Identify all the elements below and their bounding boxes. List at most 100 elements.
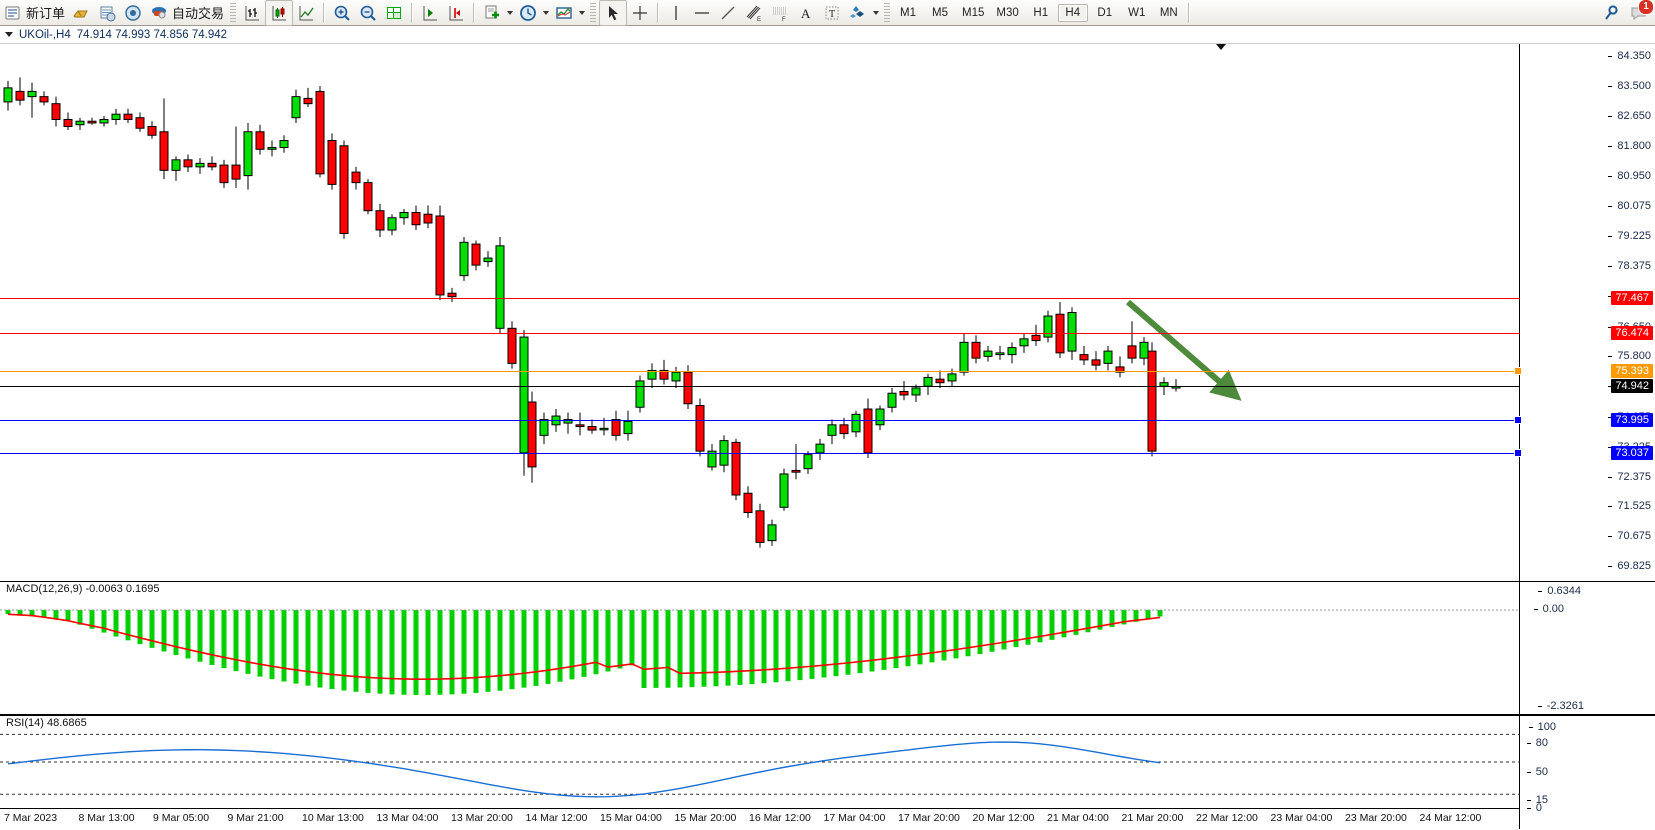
price-line-current-price[interactable] [0,386,1520,388]
new-order-label: 新订单 [26,6,66,21]
timeframe-w1[interactable]: W1 [1128,6,1146,19]
toolbar-grip-3[interactable] [884,2,891,23]
auto-trading-icon [149,3,169,23]
data-window-button[interactable] [381,1,407,25]
shift-start-icon [420,3,440,23]
svg-text:E: E [757,17,761,23]
price-tick: 72.375 [1608,470,1651,483]
price-line-pending-order[interactable] [0,370,1520,372]
price-line-support-upper[interactable] [0,419,1520,421]
text-button[interactable]: A [793,1,819,25]
market-watch-button[interactable] [94,1,120,25]
price-label-resistance-upper[interactable]: 77.467 [1611,290,1653,305]
time-tick: 21 Mar 20:00 [1121,812,1184,824]
price-tick: 78.375 [1608,259,1651,272]
price-label-support-lower[interactable]: 73.037 [1611,446,1653,461]
timeframe-m1[interactable]: M1 [900,6,917,19]
navigator-button[interactable] [120,1,146,25]
period-button[interactable] [515,1,541,25]
price-label-current-price[interactable]: 74.942 [1611,379,1653,394]
shapes-button[interactable] [845,1,871,25]
auto-trading-button[interactable]: 自动交易 [146,1,227,25]
timeframe-h4[interactable]: H4 [1057,3,1088,22]
down-trend-arrow [1126,299,1242,401]
vline-icon [666,3,686,23]
period-dropdown-caret[interactable] [543,10,550,15]
chart-area[interactable]: 84.350 83.500 82.650 81.800 80.950 80.075 79.2… [0,44,1655,829]
price-tick: 70.675 [1608,530,1651,543]
zoom-out-button[interactable] [355,1,381,25]
add-indicator-button[interactable] [479,1,505,25]
hline-icon [692,3,712,23]
timeframe-m15[interactable]: M15 [962,6,985,19]
svg-text:A: A [801,6,811,21]
crosshair-button[interactable] [627,1,653,25]
macd-pane[interactable]: MACD(12,26,9) -0.0063 0.1695 0.6344 0.00… [0,581,1655,715]
time-tick: 9 Mar 05:00 [153,812,210,824]
search-icon[interactable] [1601,3,1621,23]
shapes-dropdown-caret[interactable] [873,10,880,15]
time-tick: 20 Mar 12:00 [972,812,1035,824]
toolbar-separator-3 [473,2,476,23]
timeframe-m30[interactable]: M30 [996,6,1019,19]
price-line-handle[interactable] [1514,415,1522,424]
equidistant-channel-button[interactable]: E [741,1,767,25]
price-label-pending-order[interactable]: 75.393 [1611,363,1653,378]
price-label-resistance-lower[interactable]: 76.474 [1611,325,1653,340]
period-clock-icon [518,3,538,23]
timeframe-mn[interactable]: MN [1159,6,1178,19]
time-tick: 21 Mar 04:00 [1047,812,1109,824]
price-line-handle[interactable] [1514,366,1522,375]
templates-dropdown-caret[interactable] [579,10,586,15]
candlestick-chart-button[interactable] [265,0,294,26]
fibonacci-button[interactable]: F [767,1,793,25]
price-axis[interactable] [1519,44,1655,829]
time-axis[interactable]: 7 Mar 2023 8 Mar 13:00 9 Mar 05:00 9 Mar 21… [0,808,1520,829]
price-line-resistance-lower[interactable] [0,332,1520,334]
time-tick: 13 Mar 04:00 [376,812,439,824]
gold-bar-icon [71,3,91,23]
timeframe-m5[interactable]: M5 [932,6,949,19]
gold-bar-button[interactable] [68,1,94,25]
new-order-icon [3,3,23,23]
time-tick: 17 Mar 04:00 [823,812,886,824]
line-chart-icon [296,3,316,23]
time-tick: 8 Mar 13:00 [78,812,135,824]
price-line-resistance-upper[interactable] [0,297,1520,299]
toolbar-grip-2[interactable] [590,2,597,23]
time-tick: 14 Mar 12:00 [525,812,588,824]
add-indicator-dropdown-caret[interactable] [507,10,514,15]
toolbar-grip[interactable] [230,2,237,23]
trendline-button[interactable] [715,1,741,25]
text-label-button[interactable]: T [819,1,845,25]
timeframe-h1[interactable]: H1 [1033,6,1049,19]
price-tick: 71.525 [1608,500,1651,513]
chart-scroll-marker[interactable] [1216,44,1226,50]
chat-icon[interactable]: 1 [1629,0,1654,23]
new-order-button[interactable]: 新订单 [0,1,68,25]
equidistant-channel-icon: E [744,3,764,23]
time-tick: 23 Mar 20:00 [1345,812,1407,824]
toolbar-separator [323,2,326,23]
chart-collapse-icon[interactable] [5,32,13,37]
templates-button[interactable] [551,1,577,25]
hline-button[interactable] [689,1,715,25]
candlestick-chart-icon [269,3,289,23]
templates-icon [554,3,574,23]
price-line-handle[interactable] [1514,449,1522,458]
text-label-icon: T [822,3,842,23]
shift-end-button[interactable] [443,1,469,25]
price-label-support-upper[interactable]: 73.995 [1611,412,1653,427]
rsi-tick-80: 80 [1526,737,1548,749]
vline-button[interactable] [663,1,689,25]
cursor-button[interactable] [599,0,628,26]
zoom-in-button[interactable] [329,1,355,25]
line-chart-button[interactable] [293,1,319,25]
shift-start-button[interactable] [417,1,443,25]
timeframe-d1[interactable]: D1 [1097,6,1113,19]
rsi-pane[interactable]: RSI(14) 48.6865 100 80 50 15 0 [0,715,1655,830]
price-tick: 69.825 [1608,560,1651,573]
toolbar-right-group: 1 [1601,0,1655,23]
price-line-support-lower[interactable] [0,453,1520,455]
bar-chart-button[interactable] [239,1,265,25]
